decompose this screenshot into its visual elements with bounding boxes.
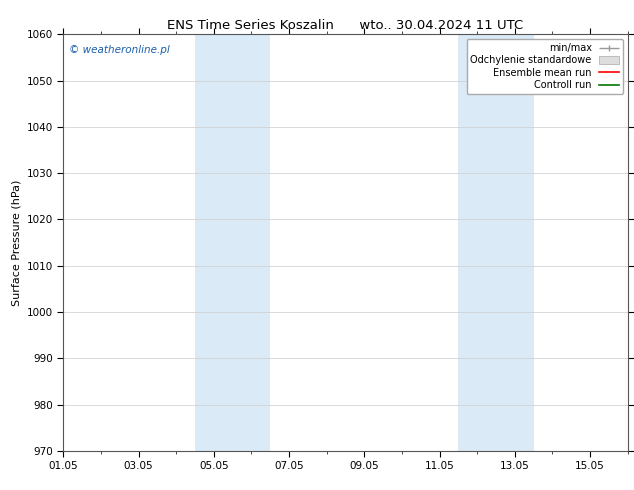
Y-axis label: Surface Pressure (hPa): Surface Pressure (hPa) <box>11 179 21 306</box>
Bar <box>458 34 534 451</box>
Text: © weatheronline.pl: © weatheronline.pl <box>69 45 170 55</box>
Bar <box>195 34 270 451</box>
Legend: min/max, Odchylenie standardowe, Ensemble mean run, Controll run: min/max, Odchylenie standardowe, Ensembl… <box>467 39 623 94</box>
Title: ENS Time Series Koszalin      wto.. 30.04.2024 11 UTC: ENS Time Series Koszalin wto.. 30.04.202… <box>167 19 524 32</box>
